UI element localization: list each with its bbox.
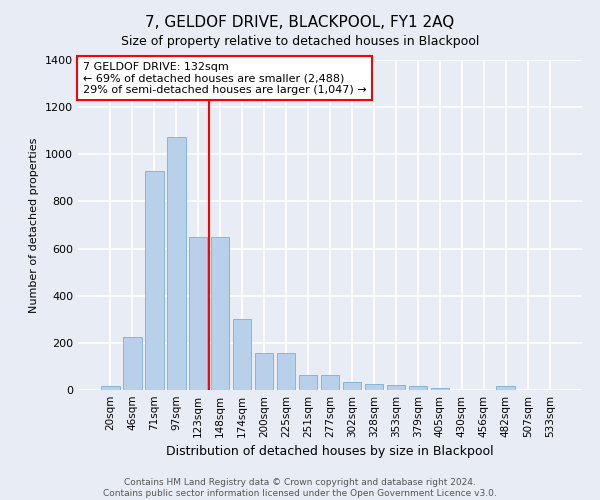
Bar <box>277 354 295 390</box>
Text: 7, GELDOF DRIVE, BLACKPOOL, FY1 2AQ: 7, GELDOF DRIVE, BLACKPOOL, FY1 2AQ <box>145 15 455 30</box>
Bar <box>496 386 515 390</box>
Y-axis label: Number of detached properties: Number of detached properties <box>29 138 40 312</box>
Bar <box>431 388 449 390</box>
Bar <box>386 386 405 390</box>
Bar <box>343 382 361 390</box>
Bar <box>167 136 185 390</box>
Bar <box>233 320 251 390</box>
Text: 7 GELDOF DRIVE: 132sqm
← 69% of detached houses are smaller (2,488)
29% of semi-: 7 GELDOF DRIVE: 132sqm ← 69% of detached… <box>83 62 367 95</box>
Bar <box>189 237 208 390</box>
Bar <box>123 337 142 390</box>
Bar <box>211 237 229 390</box>
Bar <box>365 384 383 390</box>
Text: Contains HM Land Registry data © Crown copyright and database right 2024.
Contai: Contains HM Land Registry data © Crown c… <box>103 478 497 498</box>
Bar <box>255 354 274 390</box>
Bar <box>409 386 427 390</box>
Text: Size of property relative to detached houses in Blackpool: Size of property relative to detached ho… <box>121 35 479 48</box>
X-axis label: Distribution of detached houses by size in Blackpool: Distribution of detached houses by size … <box>166 446 494 458</box>
Bar <box>101 386 119 390</box>
Bar <box>320 374 340 390</box>
Bar <box>145 171 164 390</box>
Bar <box>299 374 317 390</box>
